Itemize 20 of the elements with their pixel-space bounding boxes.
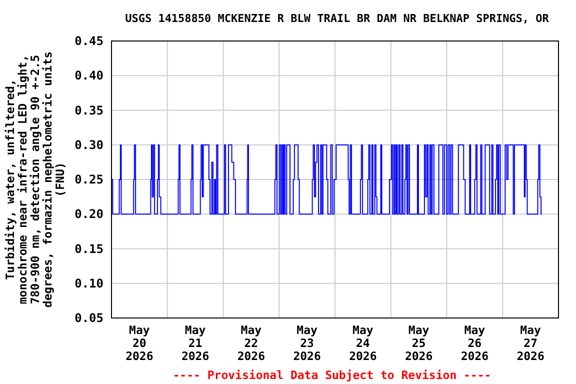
x-tick-label: May 24 2026 (349, 323, 377, 363)
y-tick-label: 0.25 (74, 172, 104, 186)
x-tick-label: May 25 2026 (404, 323, 433, 363)
x-tick-label: May 21 2026 (181, 323, 210, 363)
y-tick-label: 0.35 (74, 103, 104, 118)
x-tick-label: May 27 2026 (516, 323, 544, 363)
y-tick-label: 0.10 (74, 276, 104, 290)
y-tick-label: 0.45 (74, 34, 104, 48)
y-tick-label: 0.05 (74, 311, 104, 325)
x-tick-label: May 22 2026 (237, 323, 266, 363)
x-tick-label: May 26 2026 (460, 323, 489, 363)
y-tick-label: 0.15 (74, 242, 104, 256)
y-axis-title: Turbidity, water, unfiltered, monochrome near infra-red LED light, 780-900 nm, detection angle 90 +-2.5 degrees, formazin nephelometric units (FNU) (3, 51, 67, 308)
x-tick-label: May 20 2026 (126, 323, 154, 363)
y-tick-label: 0.40 (74, 68, 104, 83)
chart-title: USGS 14158850 MCKENZIE R BLW TRAIL BR DAM NR BELKNAP SPRINGS, OR (125, 12, 550, 25)
x-tick-label: May 23 2026 (293, 323, 321, 363)
text: ---- Provisional Data Subject to Revision ---- (172, 368, 492, 382)
y-tick-label: 0.20 (74, 207, 104, 222)
y-tick-label: 0.30 (74, 138, 104, 152)
